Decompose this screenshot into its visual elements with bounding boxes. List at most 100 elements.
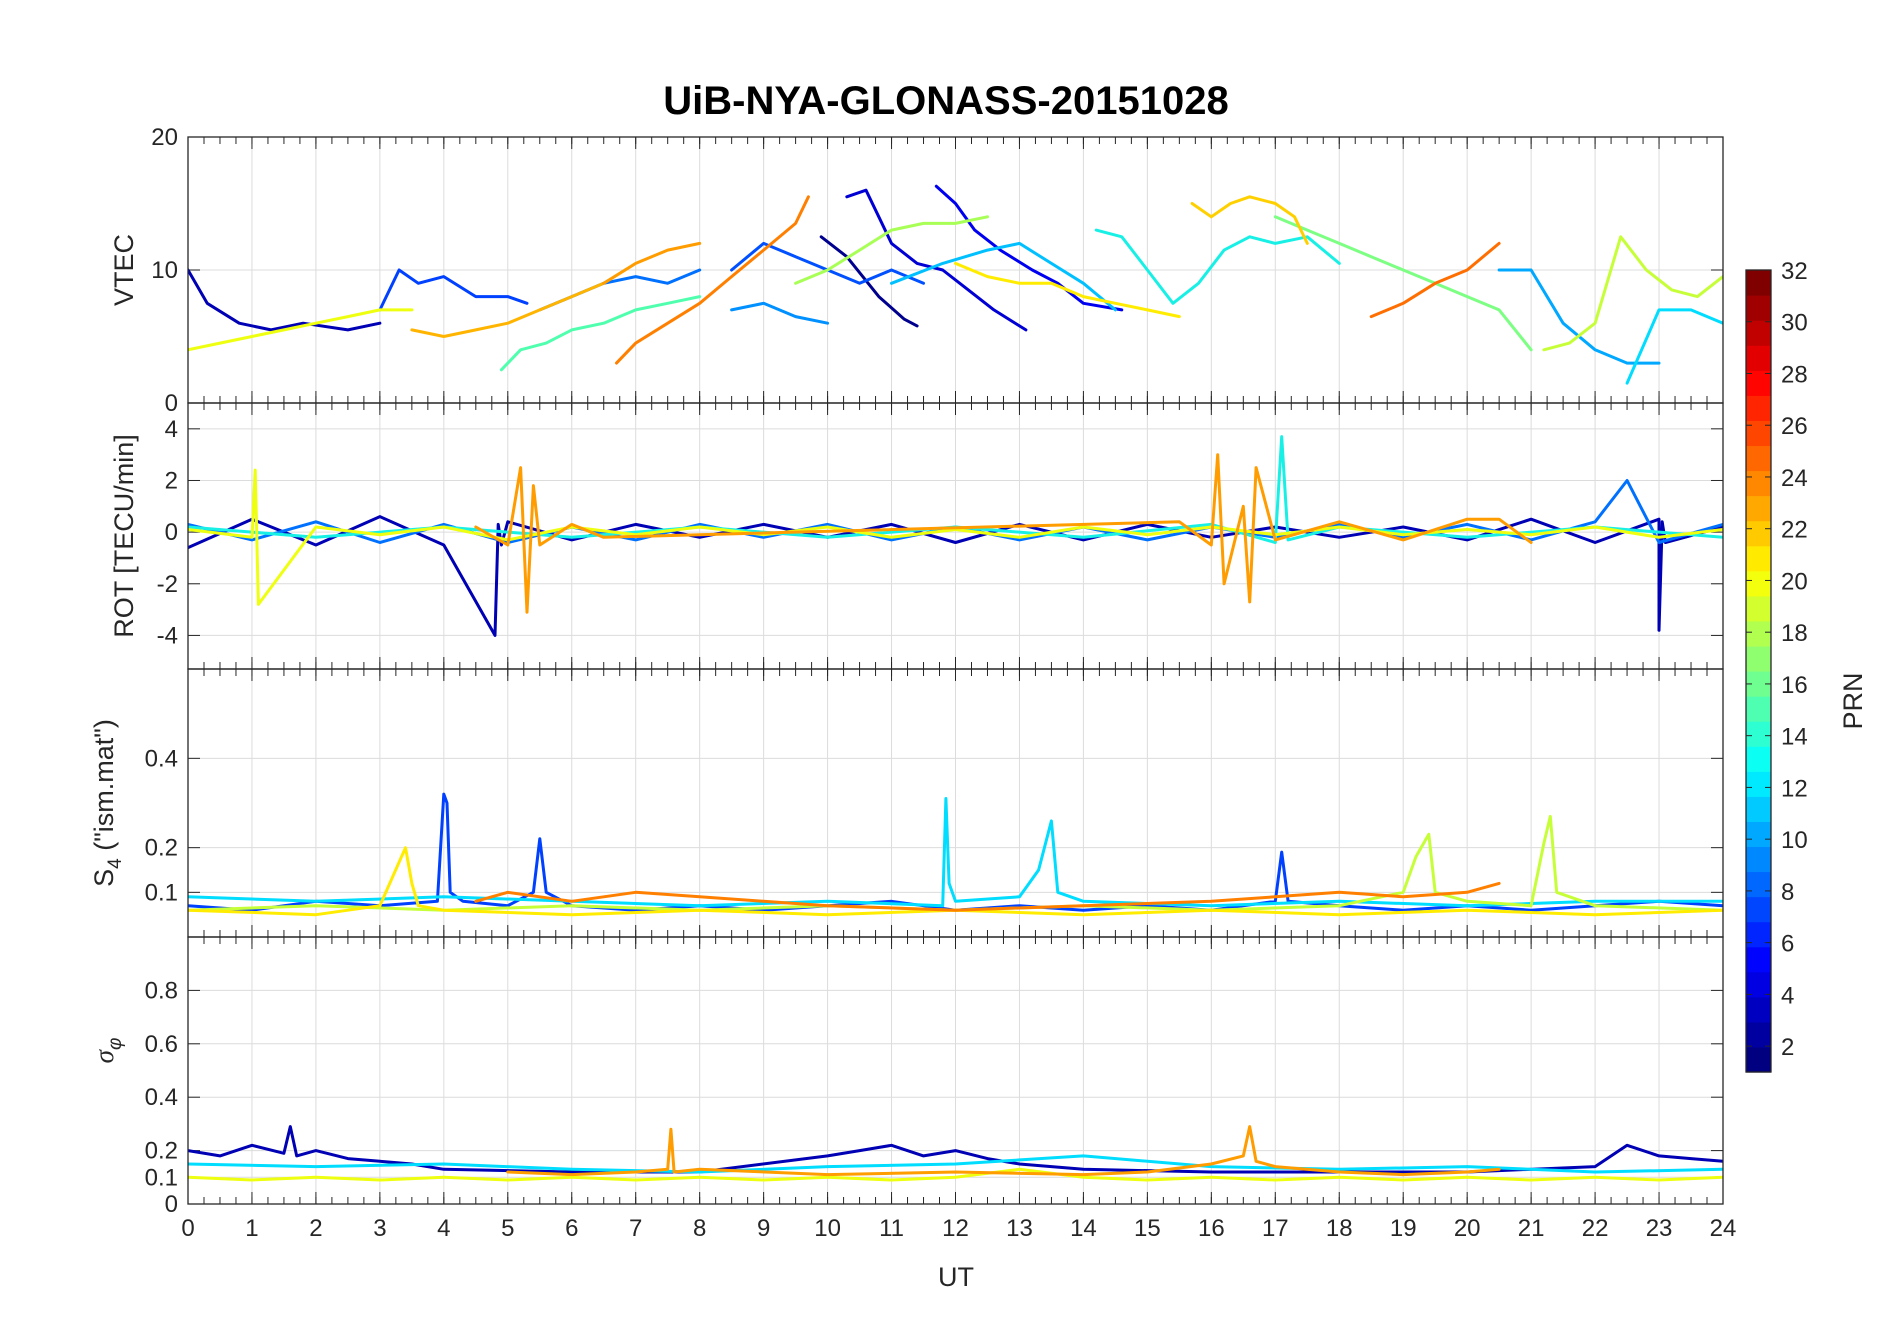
series-line-prn-21 (506, 1125, 1501, 1177)
y-tick-label: 0.1 (145, 879, 178, 906)
series-line-prn-17 (188, 1167, 1723, 1182)
colorbar-tick-label: 8 (1781, 879, 1794, 906)
colorbar-segment (1746, 345, 1771, 371)
series-line-prn-1 (819, 235, 919, 328)
colorbar-segment (1746, 545, 1771, 572)
series-line-prn-21 (602, 241, 702, 285)
series-line-prn-2 (188, 515, 1723, 637)
y-tick-label: 0.4 (145, 1084, 178, 1111)
colorbar-segment (1746, 395, 1771, 421)
series-line-prn-21 (474, 453, 1533, 614)
colorbar-segment (1746, 570, 1771, 597)
series-line-prn-11 (188, 1154, 1723, 1174)
x-tick-label: 24 (1710, 1215, 1737, 1242)
colorbar-segment (1746, 620, 1771, 647)
colorbar-segment (1746, 320, 1771, 346)
series-line-prn-10 (890, 241, 1117, 312)
x-tick-label: 18 (1326, 1215, 1353, 1242)
x-tick-label: 3 (373, 1215, 386, 1242)
x-tick-label: 11 (879, 1215, 904, 1242)
y-tick-label: 0.2 (145, 1138, 178, 1165)
colorbar-segment (1746, 696, 1771, 722)
x-tick-label: 5 (501, 1215, 514, 1242)
colorbar-tick-label: 22 (1781, 517, 1808, 544)
series-line-prn-2 (188, 268, 382, 332)
panel-sigma: 00.10.20.40.60.8σφ (89, 936, 1724, 1218)
series-line-prn-23 (1369, 241, 1501, 319)
y-tick-label: 0.8 (145, 977, 178, 1004)
y-tick-label: -4 (157, 622, 178, 649)
colorbar-label: PRN (1838, 672, 1868, 729)
series-line-prn-22 (474, 881, 1501, 912)
series-line-prn-14 (1273, 215, 1533, 352)
series-line-prn-4 (934, 184, 1124, 312)
colorbar-tick-label: 2 (1781, 1034, 1794, 1061)
panel-s4: 0.1 0.2 0.4 S4 ("ism.mat") (89, 668, 1724, 938)
series-line-prn-15 (794, 215, 989, 285)
x-tick-label: 6 (565, 1215, 578, 1242)
colorbar-segment (1746, 746, 1771, 772)
series-line-prn-19 (1190, 195, 1309, 245)
colorbar-segment (1746, 771, 1771, 797)
colorbar-segment (1746, 295, 1771, 321)
x-tick-label: 22 (1582, 1215, 1609, 1242)
series-line-prn-8 (730, 301, 830, 325)
x-tick-label: 15 (1134, 1215, 1161, 1242)
y-tick-label: 0.6 (145, 1031, 178, 1058)
series-line-prn-22 (615, 195, 810, 365)
series-line-prn-2 (188, 1125, 1723, 1174)
axes-frame (187, 936, 1724, 1205)
series-line-prn-13 (499, 295, 702, 372)
colorbar-tick-label: 10 (1781, 827, 1808, 854)
colorbar-tick-label: 4 (1781, 982, 1794, 1009)
colorbar-tick-label: 20 (1781, 568, 1808, 595)
colorbar-tick-label: 24 (1781, 465, 1808, 492)
series-line-prn-18 (954, 261, 1181, 319)
colorbar-segment (1746, 721, 1771, 747)
y-tick-label: 0.1 (145, 1164, 178, 1191)
x-tick-label: 19 (1390, 1215, 1417, 1242)
colorbar-segment (1746, 595, 1771, 622)
x-tick-label: 10 (814, 1215, 841, 1242)
x-axis-label: UT (938, 1262, 974, 1292)
series-line-prn-11 (1625, 308, 1723, 385)
x-tick-label: 16 (1198, 1215, 1225, 1242)
y-axis-label: VTEC (109, 234, 139, 306)
y-tick-label: 0 (165, 1191, 178, 1218)
colorbar-segment (1746, 971, 1771, 998)
x-tick-label: 4 (437, 1215, 450, 1242)
colorbar-tick-label: 18 (1781, 620, 1808, 647)
colorbar-tick-label: 6 (1781, 931, 1794, 958)
colorbar-segment (1746, 821, 1771, 848)
x-tick-label: 0 (181, 1215, 194, 1242)
colorbar-segment (1746, 470, 1771, 497)
x-tick-label: 13 (1006, 1215, 1033, 1242)
colorbar-tick-label: 14 (1781, 724, 1808, 751)
y-tick-label: 0.2 (145, 835, 178, 862)
x-tick-label: 1 (245, 1215, 258, 1242)
x-tick-label: 21 (1518, 1215, 1545, 1242)
colorbar-segment (1746, 996, 1771, 1023)
series-group (188, 792, 1723, 917)
colorbar-segment (1746, 846, 1771, 873)
colorbar-segment (1746, 896, 1771, 923)
colorbar-segment (1746, 520, 1771, 547)
x-tick-label: 17 (1262, 1215, 1289, 1242)
y-tick-label: -2 (157, 571, 178, 598)
colorbar-segment (1746, 270, 1771, 296)
colorbar-segment (1746, 946, 1771, 973)
colorbar-segment (1746, 420, 1771, 447)
colorbar-tick-label: 26 (1781, 413, 1808, 440)
series-line-prn-18 (188, 846, 1723, 917)
series-line-prn-16 (188, 814, 1723, 912)
series-group (188, 1125, 1723, 1182)
x-tick-label: 23 (1646, 1215, 1673, 1242)
colorbar-tick-label: 28 (1781, 361, 1808, 388)
x-tick-label: 2 (309, 1215, 322, 1242)
colorbar-tick-label: 12 (1781, 775, 1808, 802)
colorbar-segment (1746, 921, 1771, 948)
series-group (188, 184, 1723, 385)
